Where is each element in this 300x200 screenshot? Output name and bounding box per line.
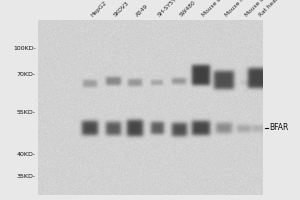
- Text: 55KD-: 55KD-: [17, 110, 36, 114]
- Text: 100KD-: 100KD-: [13, 46, 36, 50]
- Text: HepG2: HepG2: [90, 0, 108, 18]
- Text: 40KD-: 40KD-: [17, 152, 36, 158]
- Text: Mouse heart: Mouse heart: [224, 0, 254, 18]
- Text: Rat heart: Rat heart: [258, 0, 281, 18]
- Text: Mouse brain: Mouse brain: [201, 0, 230, 18]
- Text: SH-SY5Y: SH-SY5Y: [157, 0, 178, 18]
- Text: A549: A549: [135, 4, 149, 18]
- Text: SW480: SW480: [179, 0, 197, 18]
- Text: 70KD-: 70KD-: [17, 72, 36, 77]
- Text: 35KD-: 35KD-: [17, 174, 36, 180]
- Text: SKOV3: SKOV3: [113, 1, 130, 18]
- Text: Mouse liver: Mouse liver: [244, 0, 272, 18]
- Text: BFAR: BFAR: [269, 123, 288, 132]
